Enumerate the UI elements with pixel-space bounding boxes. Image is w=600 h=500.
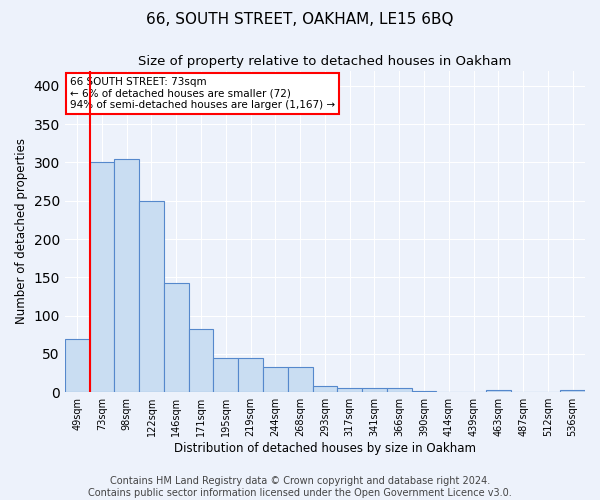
Bar (412, 390, 436, 392)
X-axis label: Distribution of detached houses by size in Oakham: Distribution of detached houses by size … (174, 442, 476, 455)
Bar (560, 390, 585, 392)
Bar (188, 328, 214, 392)
Bar (337, 388, 362, 392)
Bar (362, 388, 387, 392)
Bar (313, 386, 337, 392)
Bar (288, 367, 313, 392)
Bar (387, 388, 412, 392)
Y-axis label: Number of detached properties: Number of detached properties (15, 138, 28, 324)
Bar (65, 338, 89, 392)
Bar (238, 358, 263, 392)
Bar (115, 158, 139, 392)
Bar (486, 390, 511, 392)
Text: Contains HM Land Registry data © Crown copyright and database right 2024.
Contai: Contains HM Land Registry data © Crown c… (88, 476, 512, 498)
Bar (139, 200, 164, 392)
Bar (89, 162, 115, 392)
Text: 66, SOUTH STREET, OAKHAM, LE15 6BQ: 66, SOUTH STREET, OAKHAM, LE15 6BQ (146, 12, 454, 28)
Title: Size of property relative to detached houses in Oakham: Size of property relative to detached ho… (138, 55, 512, 68)
Bar (214, 358, 238, 392)
Bar (164, 282, 188, 392)
Text: 66 SOUTH STREET: 73sqm
← 6% of detached houses are smaller (72)
94% of semi-deta: 66 SOUTH STREET: 73sqm ← 6% of detached … (70, 77, 335, 110)
Bar (263, 367, 288, 392)
